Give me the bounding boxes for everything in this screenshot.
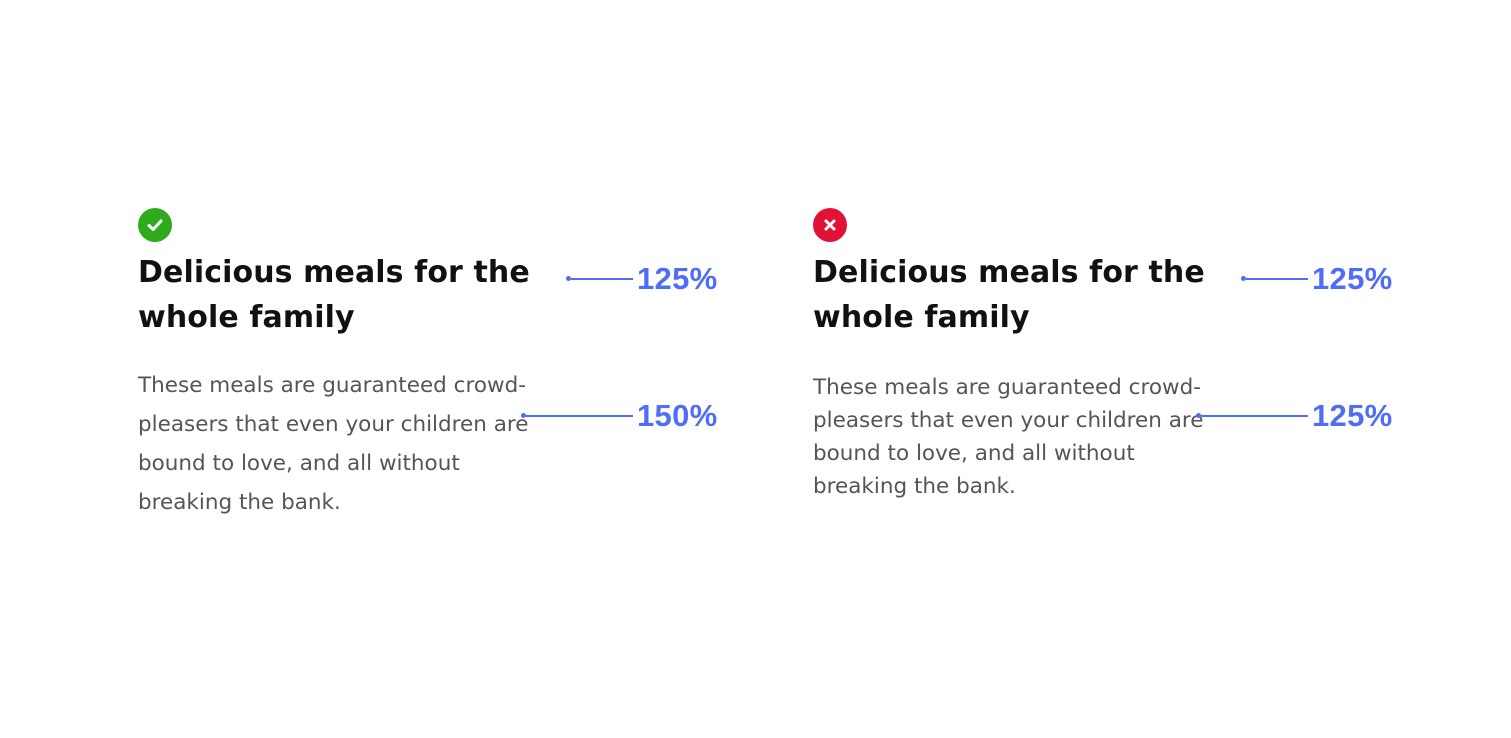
annotation-line: [1246, 277, 1308, 280]
annotation-dot: [566, 276, 571, 281]
example-body: These meals are guaranteed crowd-pleaser…: [813, 375, 1204, 499]
annotation-dot: [1196, 413, 1201, 418]
body-line-height-value: 150%: [637, 398, 718, 433]
annotation-dot: [1241, 276, 1246, 281]
body-line-height-annotation: 125%: [1196, 400, 1393, 431]
heading-line-height-annotation: 125%: [1241, 263, 1393, 294]
annotation-line: [571, 277, 633, 280]
annotation-line: [526, 414, 633, 417]
check-circle-icon: [138, 208, 172, 242]
body-line-height-annotation: 150%: [521, 400, 718, 431]
example-body: These meals are guaranteed crowd-pleaser…: [138, 373, 529, 515]
heading-line-height-annotation: 125%: [566, 263, 718, 294]
heading-line-height-value: 125%: [1312, 261, 1393, 296]
example-heading: Delicious meals for the whole family: [138, 255, 530, 335]
bad-example: Delicious meals for the whole family 125…: [813, 208, 1413, 499]
annotation-dot: [521, 413, 526, 418]
good-example: Delicious meals for the whole family 125…: [138, 208, 738, 515]
body-line-height-value: 125%: [1312, 398, 1393, 433]
x-circle-icon: [813, 208, 847, 242]
heading-line-height-value: 125%: [637, 261, 718, 296]
example-heading: Delicious meals for the whole family: [813, 255, 1205, 335]
annotation-line: [1201, 414, 1308, 417]
